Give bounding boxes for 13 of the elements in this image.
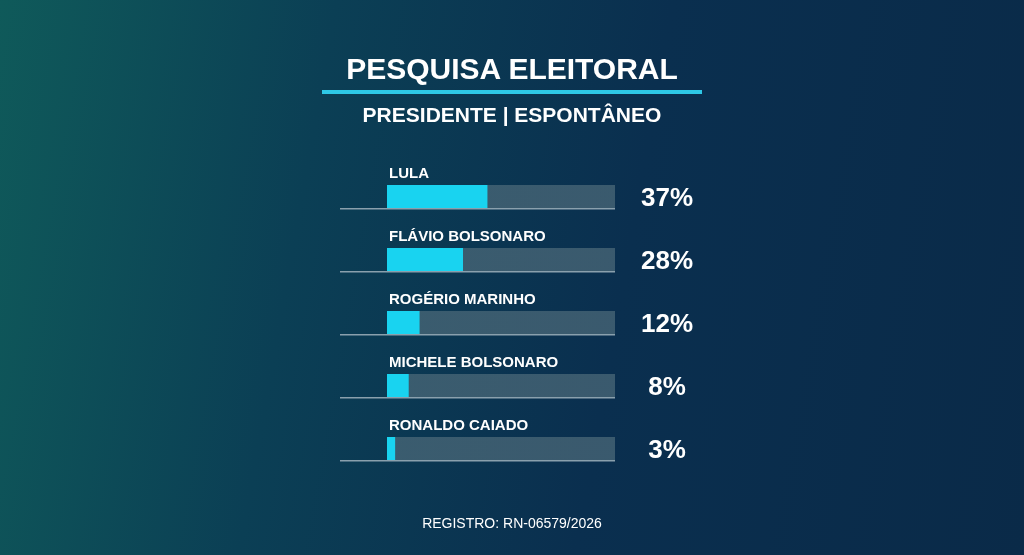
data-label: 12% <box>640 307 694 338</box>
data-label: 37% <box>640 181 694 212</box>
data-label: 3% <box>648 433 686 464</box>
y-tick-label: RONALDO CAIADO <box>389 416 529 433</box>
y-tick-label: ROGÉRIO MARINHO <box>389 290 536 307</box>
text: REGISTRO: RN-06579/2026 <box>421 515 603 531</box>
chart-title: PESQUISA ELEITORAL <box>322 52 702 94</box>
y-tick-label: MICHELE BOLSONARO <box>389 353 559 370</box>
y-tick-label: FLÁVIO BOLSONARO <box>389 227 546 244</box>
y-tick-label: LULA <box>389 164 430 181</box>
data-label: 8% <box>648 370 686 401</box>
data-label: 28% <box>640 244 694 275</box>
chart-subtitle: PRESIDENTE | ESPONTÂNEO <box>361 103 663 127</box>
